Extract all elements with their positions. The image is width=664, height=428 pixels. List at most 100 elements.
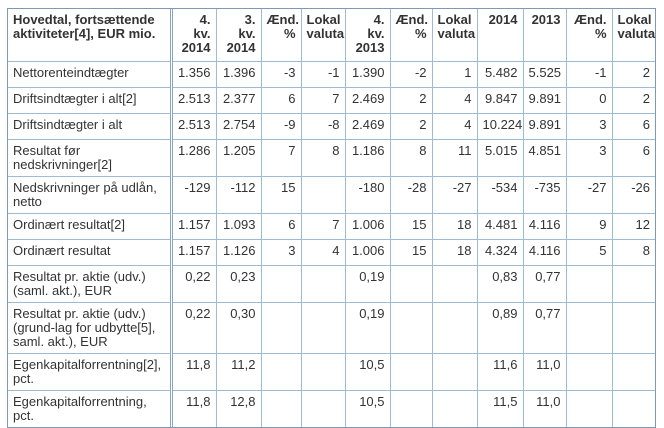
value-cell: 0,77	[522, 302, 567, 354]
value-cell: 1.205	[215, 139, 262, 177]
value-cell: 9.891	[522, 113, 567, 140]
value-cell: 1.157	[169, 213, 217, 240]
value-cell: 9.891	[522, 87, 567, 114]
row-label: Driftsindtægter i alt	[7, 113, 172, 140]
column-header: Lokal valuta	[431, 8, 478, 62]
value-cell: 4.481	[476, 213, 524, 240]
value-cell	[565, 353, 613, 391]
value-cell: 2.754	[215, 113, 262, 140]
table-row: Resultat pr. aktie (udv.) (grund-lag for…	[7, 302, 656, 354]
value-cell	[565, 265, 613, 303]
column-header: 2014	[476, 8, 524, 62]
value-cell: -28	[389, 176, 433, 214]
value-cell: 1.286	[169, 139, 217, 177]
value-cell: 11,2	[215, 353, 262, 391]
value-cell: 6	[260, 213, 302, 240]
value-cell: 15	[389, 239, 433, 266]
column-header: Lokal valuta	[300, 8, 346, 62]
value-cell	[565, 302, 613, 354]
value-cell: 15	[389, 213, 433, 240]
value-cell: 0,19	[344, 265, 391, 303]
value-cell: -1	[300, 61, 346, 88]
value-cell: -129	[169, 176, 217, 214]
value-cell: 2.469	[344, 87, 391, 114]
value-cell: 5	[565, 239, 613, 266]
column-header: 2013	[522, 8, 567, 62]
value-cell: 0,22	[169, 302, 217, 354]
value-cell	[611, 302, 656, 354]
value-cell: 1.390	[344, 61, 391, 88]
value-cell: 2	[611, 61, 656, 88]
value-cell: 8	[611, 239, 656, 266]
value-cell: 0,22	[169, 265, 217, 303]
table-row: Ordinært resultat 1.157 1.126 3 4 1.006 15 18 4.…	[7, 239, 656, 266]
value-cell: 3	[565, 113, 613, 140]
value-cell: 2.513	[169, 87, 217, 114]
row-label: Ordinært resultat[2]	[7, 213, 172, 240]
value-cell	[611, 353, 656, 391]
value-cell	[431, 353, 478, 391]
value-cell: 1.186	[344, 139, 391, 177]
value-cell	[431, 302, 478, 354]
value-cell: -534	[476, 176, 524, 214]
table-body: Nettorenteindtægter 1.356 1.396 -3 -1 1.390 -2…	[7, 61, 656, 428]
value-cell: 11,5	[476, 390, 524, 428]
value-cell	[300, 302, 346, 354]
value-cell: -27	[565, 176, 613, 214]
value-cell: 2.377	[215, 87, 262, 114]
value-cell	[389, 265, 433, 303]
value-cell	[431, 265, 478, 303]
value-cell: -180	[344, 176, 391, 214]
value-cell: 7	[260, 139, 302, 177]
value-cell: 0	[565, 87, 613, 114]
value-cell: 1.126	[215, 239, 262, 266]
value-cell: 10,5	[344, 353, 391, 391]
value-cell: 11,0	[522, 353, 567, 391]
value-cell: 4	[431, 87, 478, 114]
value-cell: 5.525	[522, 61, 567, 88]
value-cell: 4.116	[522, 213, 567, 240]
value-cell: 11,6	[476, 353, 524, 391]
value-cell: 1.006	[344, 239, 391, 266]
value-cell: 7	[300, 213, 346, 240]
value-cell	[611, 265, 656, 303]
value-cell	[300, 353, 346, 391]
value-cell	[389, 302, 433, 354]
value-cell: -735	[522, 176, 567, 214]
value-cell: 9	[565, 213, 613, 240]
value-cell: 4	[300, 239, 346, 266]
table-row: Driftsindtægter i alt[2] 2.513 2.377 6 7 2.46…	[7, 87, 656, 114]
value-cell	[260, 390, 302, 428]
value-cell: 11,0	[522, 390, 567, 428]
value-cell: 12,8	[215, 390, 262, 428]
value-cell: 2.513	[169, 113, 217, 140]
column-header: 3. kv. 2014	[215, 8, 262, 62]
value-cell: 2.469	[344, 113, 391, 140]
column-header: Lokal valuta	[611, 8, 656, 62]
value-cell: 1	[431, 61, 478, 88]
value-cell: 3	[260, 239, 302, 266]
value-cell: 9.847	[476, 87, 524, 114]
value-cell: -26	[611, 176, 656, 214]
value-cell: 3	[565, 139, 613, 177]
value-cell: 15	[260, 176, 302, 214]
value-cell: 8	[300, 139, 346, 177]
value-cell	[611, 390, 656, 428]
column-header: Ænd. %	[565, 8, 613, 62]
table-title: Hovedtal, fortsættende aktiviteter[4], E…	[7, 8, 172, 62]
row-label: Nedskrivninger på udlån, netto	[7, 176, 172, 214]
column-header: Ænd. %	[389, 8, 433, 62]
value-cell	[300, 176, 346, 214]
value-cell	[260, 302, 302, 354]
value-cell: 2	[389, 87, 433, 114]
value-cell: -3	[260, 61, 302, 88]
table-row: Egenkapitalforrentning[2], pct. 11,8 11,2 1…	[7, 353, 656, 391]
row-label: Driftsindtægter i alt[2]	[7, 87, 172, 114]
value-cell	[431, 390, 478, 428]
value-cell: 4.851	[522, 139, 567, 177]
row-label: Egenkapitalforrentning[2], pct.	[7, 353, 172, 391]
row-label: Ordinært resultat	[7, 239, 172, 266]
value-cell: 5.015	[476, 139, 524, 177]
value-cell: 0,23	[215, 265, 262, 303]
value-cell: 18	[431, 213, 478, 240]
